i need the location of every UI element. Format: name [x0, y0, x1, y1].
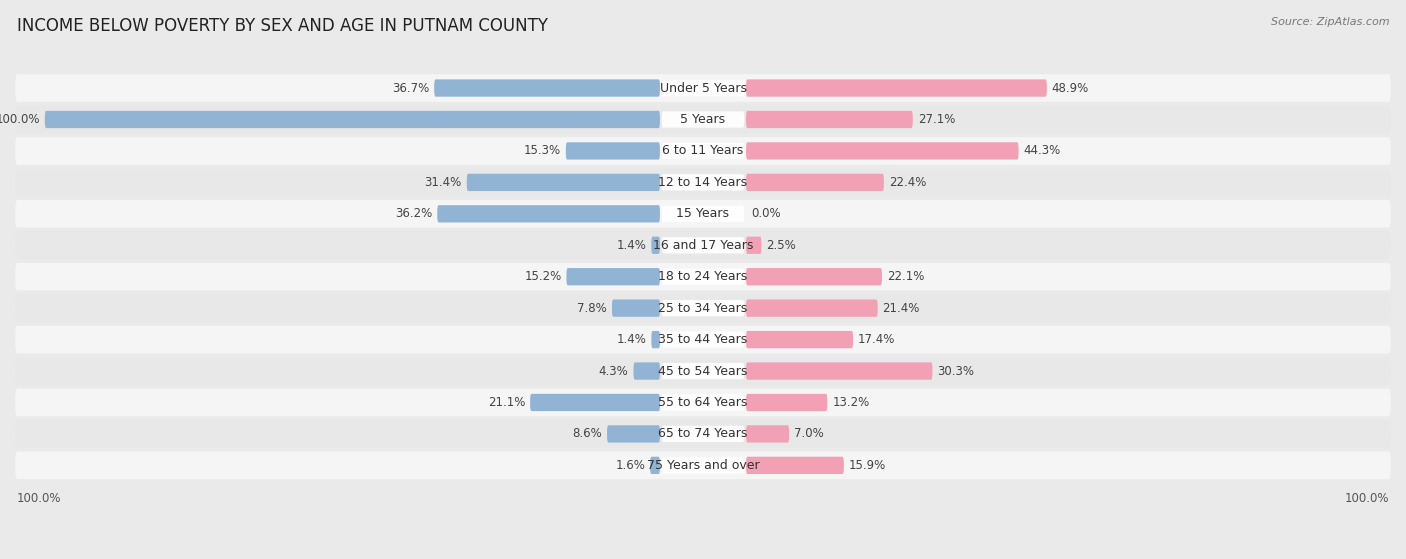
FancyBboxPatch shape	[15, 137, 1391, 165]
FancyBboxPatch shape	[607, 425, 659, 443]
FancyBboxPatch shape	[15, 168, 1391, 196]
FancyBboxPatch shape	[662, 174, 744, 191]
FancyBboxPatch shape	[15, 357, 1391, 385]
Text: 1.4%: 1.4%	[617, 239, 647, 252]
FancyBboxPatch shape	[662, 457, 744, 473]
Text: 7.8%: 7.8%	[578, 302, 607, 315]
Text: 36.7%: 36.7%	[392, 82, 429, 94]
Text: 22.4%: 22.4%	[889, 176, 927, 189]
FancyBboxPatch shape	[530, 394, 659, 411]
FancyBboxPatch shape	[651, 236, 659, 254]
Text: 0.0%: 0.0%	[751, 207, 780, 220]
FancyBboxPatch shape	[15, 263, 1391, 291]
Text: 4.3%: 4.3%	[599, 364, 628, 377]
Text: 8.6%: 8.6%	[572, 428, 602, 440]
FancyBboxPatch shape	[45, 111, 659, 128]
Text: Under 5 Years: Under 5 Years	[659, 82, 747, 94]
Text: 12 to 14 Years: 12 to 14 Years	[658, 176, 748, 189]
FancyBboxPatch shape	[15, 231, 1391, 259]
Text: 22.1%: 22.1%	[887, 270, 924, 283]
FancyBboxPatch shape	[15, 420, 1391, 448]
Text: 45 to 54 Years: 45 to 54 Years	[658, 364, 748, 377]
Text: 15.2%: 15.2%	[524, 270, 561, 283]
Text: 21.1%: 21.1%	[488, 396, 526, 409]
Text: 36.2%: 36.2%	[395, 207, 433, 220]
Text: 2.5%: 2.5%	[766, 239, 796, 252]
FancyBboxPatch shape	[747, 268, 882, 285]
FancyBboxPatch shape	[662, 237, 744, 253]
FancyBboxPatch shape	[662, 111, 744, 127]
Text: 100.0%: 100.0%	[0, 113, 39, 126]
Text: 18 to 24 Years: 18 to 24 Years	[658, 270, 748, 283]
Text: 44.3%: 44.3%	[1024, 144, 1060, 158]
FancyBboxPatch shape	[612, 300, 659, 317]
FancyBboxPatch shape	[662, 331, 744, 348]
Text: 25 to 34 Years: 25 to 34 Years	[658, 302, 748, 315]
Text: 65 to 74 Years: 65 to 74 Years	[658, 428, 748, 440]
Text: 100.0%: 100.0%	[1344, 492, 1389, 505]
FancyBboxPatch shape	[662, 300, 744, 316]
FancyBboxPatch shape	[634, 362, 659, 380]
Text: Source: ZipAtlas.com: Source: ZipAtlas.com	[1271, 17, 1389, 27]
FancyBboxPatch shape	[662, 143, 744, 159]
FancyBboxPatch shape	[434, 79, 659, 97]
Text: 5 Years: 5 Years	[681, 113, 725, 126]
Text: 7.0%: 7.0%	[794, 428, 824, 440]
Text: 27.1%: 27.1%	[918, 113, 955, 126]
Text: 75 Years and over: 75 Years and over	[647, 459, 759, 472]
FancyBboxPatch shape	[15, 106, 1391, 133]
FancyBboxPatch shape	[662, 363, 744, 379]
Text: INCOME BELOW POVERTY BY SEX AND AGE IN PUTNAM COUNTY: INCOME BELOW POVERTY BY SEX AND AGE IN P…	[17, 17, 548, 35]
Text: 48.9%: 48.9%	[1052, 82, 1090, 94]
FancyBboxPatch shape	[747, 174, 884, 191]
Text: 15.9%: 15.9%	[849, 459, 886, 472]
Text: 15 Years: 15 Years	[676, 207, 730, 220]
Text: 6 to 11 Years: 6 to 11 Years	[662, 144, 744, 158]
FancyBboxPatch shape	[747, 457, 844, 474]
FancyBboxPatch shape	[747, 236, 762, 254]
FancyBboxPatch shape	[747, 394, 827, 411]
FancyBboxPatch shape	[662, 268, 744, 285]
Text: 100.0%: 100.0%	[17, 492, 62, 505]
Text: 55 to 64 Years: 55 to 64 Years	[658, 396, 748, 409]
FancyBboxPatch shape	[747, 362, 932, 380]
Text: 1.4%: 1.4%	[617, 333, 647, 346]
Text: 13.2%: 13.2%	[832, 396, 869, 409]
Text: 1.6%: 1.6%	[616, 459, 645, 472]
FancyBboxPatch shape	[662, 426, 744, 442]
FancyBboxPatch shape	[15, 294, 1391, 322]
Text: 17.4%: 17.4%	[858, 333, 896, 346]
FancyBboxPatch shape	[15, 326, 1391, 353]
FancyBboxPatch shape	[747, 425, 789, 443]
Text: 31.4%: 31.4%	[425, 176, 461, 189]
FancyBboxPatch shape	[747, 79, 1047, 97]
FancyBboxPatch shape	[662, 80, 744, 96]
FancyBboxPatch shape	[15, 200, 1391, 228]
FancyBboxPatch shape	[662, 206, 744, 222]
FancyBboxPatch shape	[650, 457, 659, 474]
FancyBboxPatch shape	[15, 452, 1391, 479]
FancyBboxPatch shape	[565, 143, 659, 159]
FancyBboxPatch shape	[651, 331, 659, 348]
Text: 21.4%: 21.4%	[883, 302, 920, 315]
FancyBboxPatch shape	[567, 268, 659, 285]
FancyBboxPatch shape	[15, 389, 1391, 416]
FancyBboxPatch shape	[747, 111, 912, 128]
Legend: Male, Female: Male, Female	[626, 555, 780, 559]
FancyBboxPatch shape	[15, 74, 1391, 102]
FancyBboxPatch shape	[662, 394, 744, 411]
Text: 30.3%: 30.3%	[938, 364, 974, 377]
FancyBboxPatch shape	[747, 143, 1018, 159]
Text: 15.3%: 15.3%	[524, 144, 561, 158]
FancyBboxPatch shape	[747, 331, 853, 348]
FancyBboxPatch shape	[467, 174, 659, 191]
FancyBboxPatch shape	[437, 205, 659, 222]
FancyBboxPatch shape	[747, 300, 877, 317]
Text: 16 and 17 Years: 16 and 17 Years	[652, 239, 754, 252]
Text: 35 to 44 Years: 35 to 44 Years	[658, 333, 748, 346]
